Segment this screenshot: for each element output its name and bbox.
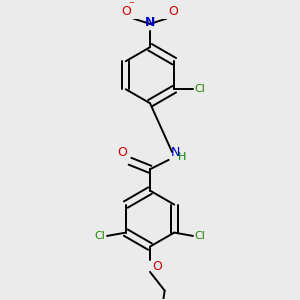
Text: O: O [153, 260, 163, 273]
Text: Cl: Cl [194, 231, 205, 241]
Text: N: N [145, 16, 155, 29]
Text: N: N [171, 146, 180, 159]
Text: $^{-}$: $^{-}$ [128, 0, 136, 10]
Text: H: H [178, 152, 187, 162]
Text: O: O [117, 146, 127, 159]
Text: O: O [122, 5, 131, 18]
Text: O: O [169, 5, 178, 18]
Text: Cl: Cl [194, 84, 205, 94]
Text: Cl: Cl [95, 231, 106, 241]
